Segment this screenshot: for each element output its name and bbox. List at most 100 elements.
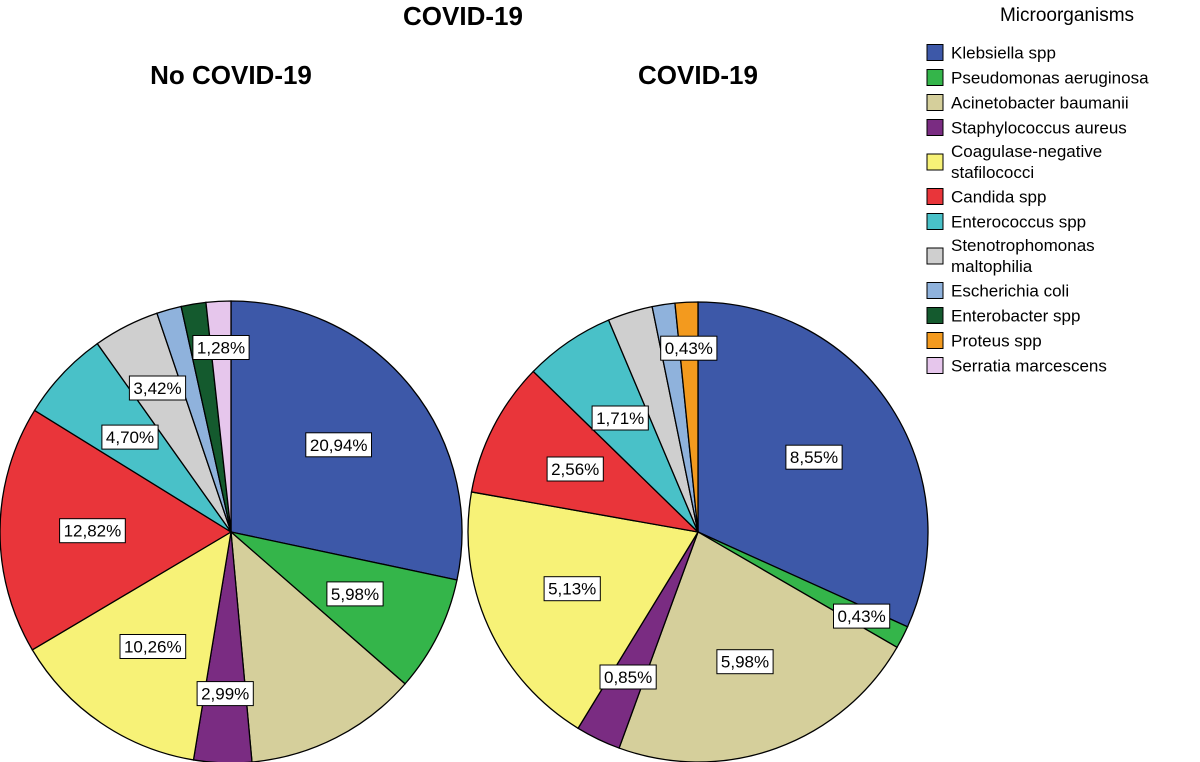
data-label-box xyxy=(599,664,657,690)
legend-swatch xyxy=(926,94,944,111)
data-label-no-covid-klebsiella-spp: 20,94% xyxy=(305,432,372,458)
data-label-text: 1,71% xyxy=(596,409,644,428)
legend-item-coagulase-negative-stafilococci: Coagulase-negative stafilococci xyxy=(926,142,1102,182)
data-label-box xyxy=(101,424,159,450)
data-label-covid-enterococcus-spp: 1,71% xyxy=(591,405,649,431)
legend-item-klebsiella-spp: Klebsiella spp xyxy=(926,44,1056,63)
data-label-box xyxy=(546,456,604,482)
pie-title-no-covid: No COVID-19 xyxy=(150,60,312,90)
legend-item-candida-spp: Candida spp xyxy=(926,188,1046,207)
data-label-box xyxy=(305,432,372,458)
pie-covid xyxy=(467,301,929,762)
legend-label: Acinetobacter baumanii xyxy=(951,94,1129,113)
data-label-covid-acinetobacter-baumanii: 5,98% xyxy=(716,649,774,675)
data-label-no-covid-enterococcus-spp: 4,70% xyxy=(101,424,159,450)
legend-swatch xyxy=(926,307,944,324)
data-label-covid-proteus-spp: 0,43% xyxy=(660,335,718,361)
data-label-text: 20,94% xyxy=(310,436,368,455)
legend-item-stenotrophomonas-maltophilia: Stenotrophomonas maltophilia xyxy=(926,236,1095,276)
legend-item-escherichia-coli: Escherichia coli xyxy=(926,282,1069,301)
pie-no-covid-data-labels: 20,94% 5,98% 2,99% 10,26% 12,82% 4,70% 3,42% 1,… xyxy=(59,335,384,707)
data-label-box xyxy=(833,603,891,629)
data-label-box xyxy=(326,581,384,607)
data-label-box xyxy=(192,335,250,360)
data-label-box xyxy=(660,335,718,361)
data-label-text: 2,56% xyxy=(551,460,599,479)
legend-item-enterobacter-spp: Enterobacter spp xyxy=(926,307,1080,326)
data-label-covid-staphylococcus-aureus: 0,85% xyxy=(599,664,657,690)
chart-title: COVID-19 xyxy=(403,1,523,31)
data-label-no-covid-serratia-marcescens: 1,28% xyxy=(192,335,250,360)
data-label-text: 0,43% xyxy=(837,607,885,626)
legend-swatch xyxy=(926,153,944,171)
legend-label: Pseudomonas aeruginosa xyxy=(951,69,1149,88)
data-label-no-covid-candida-spp: 12,82% xyxy=(59,518,126,544)
data-label-text: 2,99% xyxy=(201,685,249,704)
legend-swatch xyxy=(926,282,944,299)
data-label-text: 5,13% xyxy=(548,580,596,599)
legend-label: Candida spp xyxy=(951,188,1046,207)
pie-covid-data-labels: 8,55% 0,43% 5,98% 0,85% 5,13% 2,56% 1,71% 0,43% xyxy=(543,335,891,690)
data-label-text: 8,55% xyxy=(790,448,838,467)
data-label-text: 12,82% xyxy=(64,522,122,541)
data-label-box xyxy=(59,518,126,544)
legend-swatch xyxy=(926,357,944,374)
legend-swatch xyxy=(926,119,944,136)
legend-swatch xyxy=(926,247,944,265)
data-label-no-covid-stenotrophomonas-maltophilia: 3,42% xyxy=(128,375,187,401)
legend-label: Coagulase-negative xyxy=(951,142,1102,161)
data-label-no-covid-staphylococcus-aureus: 2,99% xyxy=(196,681,254,707)
legend-label: Enterobacter spp xyxy=(951,307,1080,326)
data-label-box xyxy=(543,576,601,602)
legend-label: Stenotrophomonas xyxy=(951,236,1095,255)
legend-item-pseudomonas-aeruginosa: Pseudomonas aeruginosa xyxy=(926,69,1149,88)
legend-label: Enterococcus spp xyxy=(951,213,1086,232)
data-label-box xyxy=(591,405,649,431)
legend-item-proteus-spp: Proteus spp xyxy=(926,332,1042,351)
pie-title-covid: COVID-19 xyxy=(638,60,758,90)
data-label-box xyxy=(119,634,187,659)
data-label-box xyxy=(196,681,254,707)
legend-swatch xyxy=(926,213,944,230)
data-label-covid-klebsiella-spp: 8,55% xyxy=(785,444,843,470)
data-label-text: 4,70% xyxy=(106,428,154,447)
data-label-covid-coagulase-negative-stafilococci: 5,13% xyxy=(543,576,601,602)
data-label-text: 3,42% xyxy=(133,379,181,398)
data-label-text: 0,43% xyxy=(665,339,713,358)
pie-slice-covid-acinetobacter-baumanii xyxy=(618,531,898,762)
data-label-no-covid-pseudomonas-aeruginosa: 5,98% xyxy=(326,581,384,607)
data-label-no-covid-coagulase-negative-stafilococci: 10,26% xyxy=(119,634,187,659)
data-label-text: 1,28% xyxy=(197,339,245,358)
legend-item-staphylococcus-aureus: Staphylococcus aureus xyxy=(926,119,1127,138)
legend-item-serratia-marcescens: Serratia marcescens xyxy=(926,357,1107,376)
legend-swatch xyxy=(926,188,944,205)
data-label-text: 10,26% xyxy=(124,638,182,657)
legend-label: Serratia marcescens xyxy=(951,357,1107,376)
data-label-text: 5,98% xyxy=(331,585,379,604)
data-label-box xyxy=(785,444,843,470)
legend-label: Escherichia coli xyxy=(951,282,1069,301)
data-label-box xyxy=(128,375,187,401)
legend-swatch xyxy=(926,69,944,86)
data-label-covid-pseudomonas-aeruginosa: 0,43% xyxy=(833,603,891,629)
pie-slice-covid-coagulase-negative-stafilococci xyxy=(467,491,700,730)
legend-item-acinetobacter-baumanii: Acinetobacter baumanii xyxy=(926,94,1129,113)
legend-label: maltophilia xyxy=(951,257,1033,276)
legend-item-enterococcus-spp: Enterococcus spp xyxy=(926,213,1086,232)
legend-label: Staphylococcus aureus xyxy=(951,119,1127,138)
legend-label: Proteus spp xyxy=(951,332,1042,351)
pie-slice-no-covid-pseudomonas-aeruginosa xyxy=(228,530,458,685)
legend-label: Klebsiella spp xyxy=(951,44,1056,63)
legend-swatch xyxy=(926,44,944,61)
data-label-text: 0,85% xyxy=(604,668,652,687)
data-label-text: 5,98% xyxy=(721,653,769,672)
legend-title: Microorganisms xyxy=(1000,5,1134,26)
legend: Microorganisms Klebsiella spp Pseudomonas… xyxy=(926,5,1149,376)
pie-slice-covid-candida-spp xyxy=(470,370,700,534)
data-label-covid-candida-spp: 2,56% xyxy=(546,456,604,482)
legend-swatch xyxy=(926,332,944,349)
legend-label: stafilococci xyxy=(951,163,1034,182)
pie-slice-no-covid-acinetobacter-baumanii xyxy=(230,530,406,762)
data-label-box xyxy=(716,649,774,675)
